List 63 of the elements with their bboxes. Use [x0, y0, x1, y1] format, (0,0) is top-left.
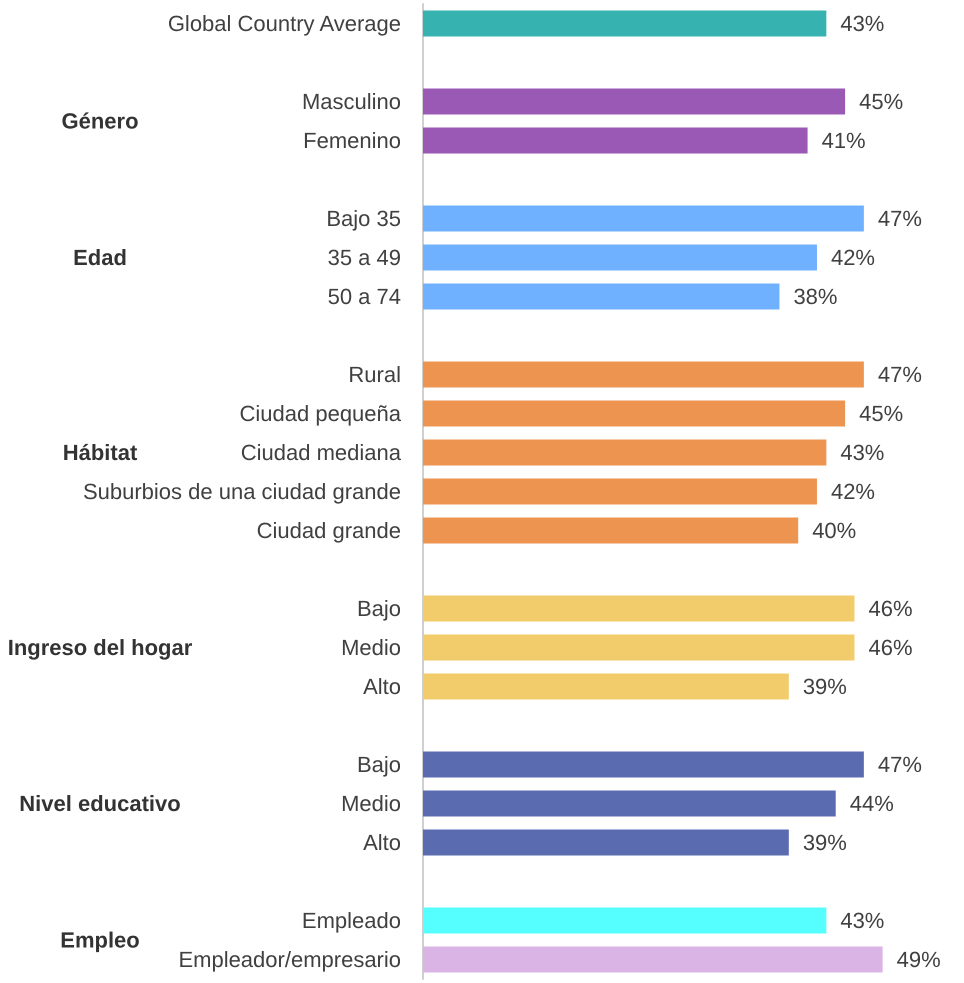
y-tick-label: Medio — [341, 791, 401, 816]
bar — [423, 596, 854, 622]
y-tick-label: Masculino — [302, 89, 401, 114]
data-label: 43% — [840, 11, 884, 36]
data-label: 39% — [802, 674, 847, 699]
y-tick-label: 50 a 74 — [328, 284, 401, 309]
y-tick-label: Medio — [341, 635, 401, 660]
data-label: 38% — [793, 284, 838, 309]
data-label: 39% — [802, 830, 847, 855]
data-label: 46% — [868, 596, 913, 621]
bar — [423, 362, 864, 388]
data-label: 47% — [878, 362, 922, 387]
data-label: 42% — [830, 479, 876, 504]
text: Empleo — [60, 928, 140, 952]
data-label: 45% — [859, 401, 904, 426]
y-tick-label: Bajo 35 — [326, 206, 401, 231]
bar — [423, 634, 854, 660]
text: Nivel educativo — [19, 791, 181, 816]
bar — [423, 946, 883, 972]
bar — [423, 440, 826, 466]
data-label: 41% — [822, 128, 866, 153]
data-label: 46% — [868, 635, 913, 660]
text: Género — [61, 108, 139, 134]
bar — [423, 674, 789, 700]
bar — [423, 400, 846, 426]
data-label: 49% — [896, 947, 941, 972]
text: Ingreso del hogar — [8, 635, 193, 660]
bar — [423, 518, 798, 544]
y-tick-label: Rural — [348, 362, 401, 387]
y-tick-label: 35 a 49 — [328, 245, 401, 270]
y-tick-label: Empleado — [302, 908, 401, 933]
y-tick-label: Alto — [363, 674, 401, 699]
bar — [423, 128, 808, 154]
data-label: 42% — [830, 245, 876, 270]
bar — [423, 244, 817, 270]
y-tick-label: Bajo — [356, 596, 401, 621]
bar — [423, 88, 846, 114]
text: Hábitat — [62, 440, 138, 465]
data-label: 40% — [812, 518, 856, 543]
y-tick-label: Ciudad pequeña — [240, 401, 402, 426]
y-tick-label: Alto — [363, 830, 401, 855]
y-tick-label: Ciudad mediana — [240, 440, 402, 465]
data-label: 44% — [850, 791, 894, 816]
bar — [423, 830, 789, 856]
y-tick-label: Empleador/empresario — [178, 947, 401, 972]
data-label: 47% — [878, 206, 922, 231]
data-label: 43% — [840, 908, 884, 933]
bar — [423, 790, 836, 816]
data-label: 45% — [859, 89, 904, 114]
data-label: 47% — [878, 752, 922, 777]
bar — [423, 752, 864, 778]
y-tick-label: Global Country Average — [168, 11, 401, 36]
y-tick-label: Bajo — [356, 752, 401, 777]
text: Edad — [73, 245, 127, 270]
y-tick-label: Femenino — [303, 128, 401, 153]
bar — [423, 284, 780, 310]
bar — [423, 908, 826, 934]
y-tick-label: Ciudad grande — [256, 518, 401, 543]
y-tick-label: Suburbios de una ciudad grande — [82, 479, 401, 504]
data-label: 43% — [840, 440, 884, 465]
bar — [423, 10, 826, 36]
bar — [423, 478, 817, 504]
bar — [423, 206, 864, 232]
